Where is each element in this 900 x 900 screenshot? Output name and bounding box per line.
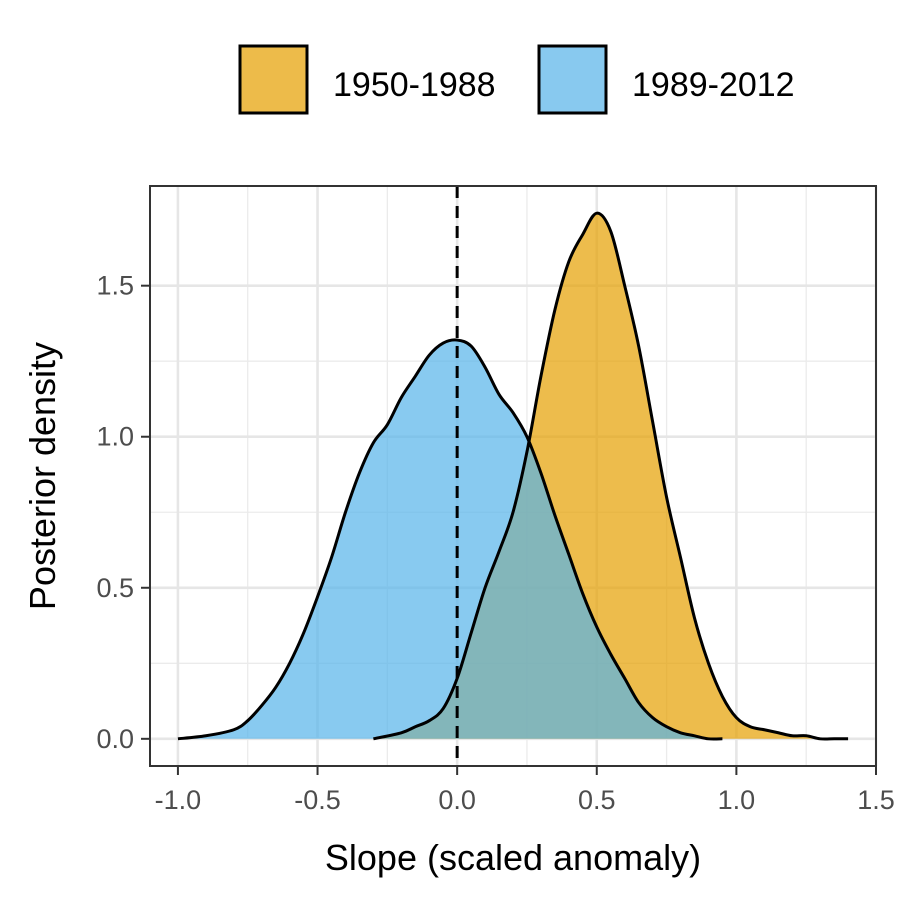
plot-border bbox=[149, 185, 877, 767]
legend-key-1950-1988 bbox=[238, 44, 309, 115]
x-tick-label: 0.0 bbox=[438, 785, 476, 815]
density-area-1989-2012 bbox=[177, 339, 723, 740]
y-tick-label: 0.5 bbox=[96, 573, 134, 603]
density-line-1950-1988 bbox=[373, 211, 849, 741]
x-tick-label: 1.5 bbox=[857, 785, 895, 815]
x-axis: -1.0 -0.5 0.0 0.5 1.0 1.5 bbox=[155, 766, 895, 815]
x-tick-label: -0.5 bbox=[294, 785, 341, 815]
density-line-1989-2012 bbox=[177, 338, 723, 741]
y-tick-label: 1.0 bbox=[96, 422, 134, 452]
x-tick-label: -1.0 bbox=[155, 785, 202, 815]
x-tick-label: 0.5 bbox=[578, 785, 616, 815]
x-axis-title: Slope (scaled anomaly) bbox=[325, 837, 701, 878]
y-tick-label: 0.0 bbox=[96, 724, 134, 754]
y-tick-label: 1.5 bbox=[96, 271, 134, 301]
legend: 1950-1988 1989-2012 bbox=[238, 44, 795, 115]
y-axis: 0.0 0.5 1.0 1.5 bbox=[96, 271, 150, 754]
density-areas bbox=[177, 211, 849, 741]
legend-label-1989-2012: 1989-2012 bbox=[632, 66, 795, 104]
legend-key-1989-2012 bbox=[537, 44, 608, 115]
legend-label-1950-1988: 1950-1988 bbox=[333, 66, 496, 104]
x-tick-label: 1.0 bbox=[718, 785, 756, 815]
y-axis-title: Posterior density bbox=[22, 342, 63, 610]
